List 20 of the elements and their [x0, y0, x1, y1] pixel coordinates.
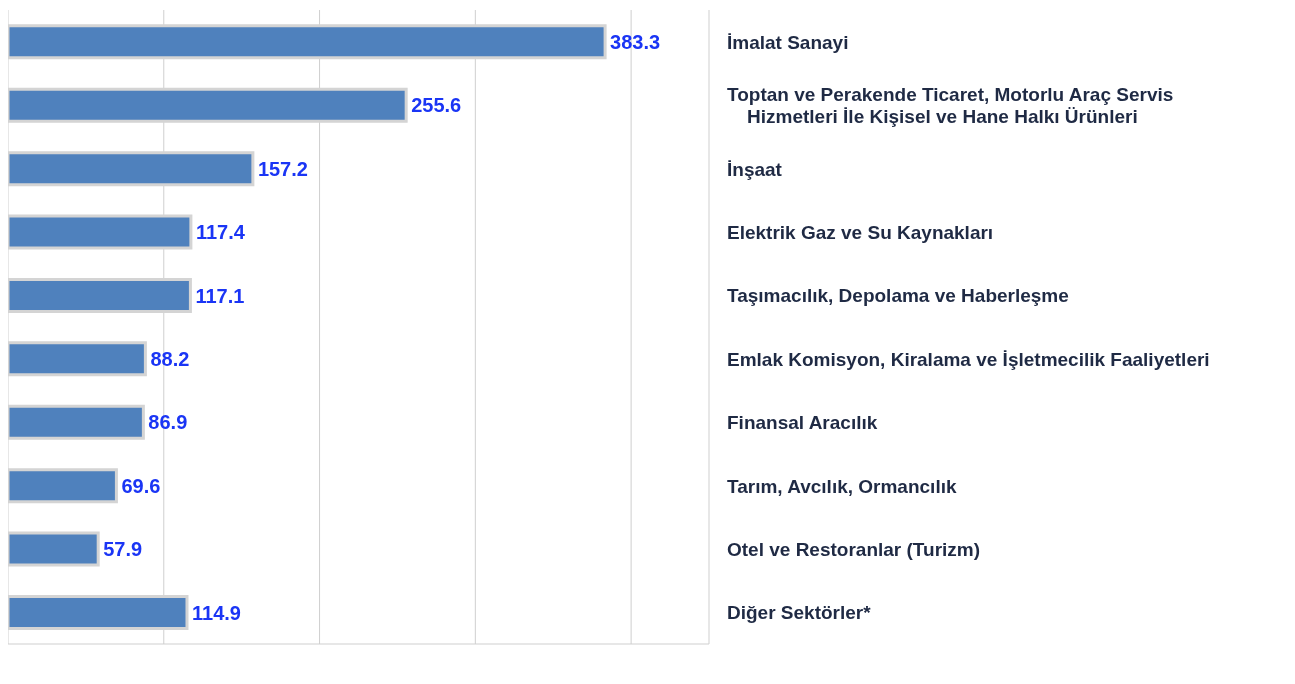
data-label: 383.3 [610, 30, 661, 53]
data-label: 157.2 [257, 157, 308, 180]
data-label: 57.9 [103, 538, 143, 561]
y-tick-label: Elektrik Gaz ve Su Kaynakları [727, 221, 994, 243]
y-tick-label: Taşımacılık, Depolama ve Haberleşme [727, 284, 1069, 306]
y-tick-label: İmalat Sanayi [727, 31, 849, 53]
data-label: 86.9 [148, 411, 188, 434]
y-tick-label: Diğer Sektörler* [727, 601, 872, 623]
data-label: 255.6 [411, 94, 462, 117]
y-tick-label: Emlak Komisyon, Kiralama ve İşletmecilik Faaliyetleri [727, 348, 1210, 370]
data-label: 114.9 [191, 601, 241, 624]
y-tick-label: Tarım, Avcılık, Ormancılık [727, 475, 957, 496]
data-label: 117.1 [195, 284, 245, 307]
data-label: 88.2 [150, 347, 190, 370]
data-label: 69.6 [121, 474, 161, 497]
data-label: 117.4 [195, 221, 246, 244]
y-tick-label: Toptan ve Perakende Ticaret, Motorlu Araç Servis Hizmetleri İle Kişisel ve Hane Halkı Ürünleri [727, 83, 1174, 127]
y-tick-label: Finansal Aracılık [727, 411, 878, 433]
y-tick-label: İnşaat [727, 158, 783, 179]
y-tick-label: Otel ve Restoranlar (Turizm) [727, 538, 981, 560]
